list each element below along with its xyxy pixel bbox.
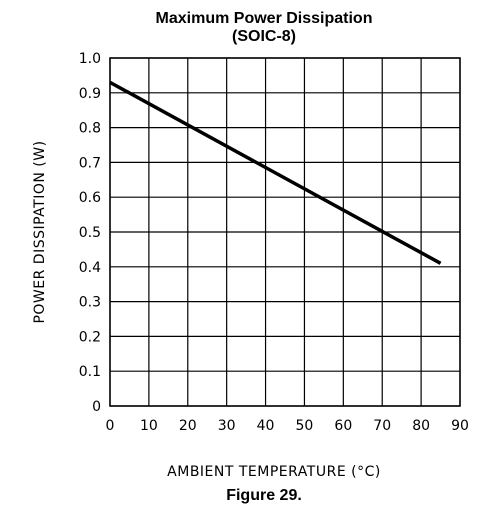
x-tick-label: 60 bbox=[334, 418, 352, 434]
y-tick-label: 1.0 bbox=[79, 51, 101, 67]
x-tick-label: 0 bbox=[106, 418, 115, 434]
y-tick-label: 0 bbox=[92, 399, 101, 415]
y-tick-labels: 0 0.1 0.2 0.3 0.4 0.5 0.6 0.7 0.8 0.9 1.0 bbox=[79, 51, 101, 415]
chart-subtitle: (SOIC-8) bbox=[232, 28, 296, 45]
x-tick-label: 70 bbox=[373, 418, 391, 434]
x-tick-labels: 0 10 20 30 40 50 60 70 80 90 bbox=[106, 418, 469, 434]
series-layer bbox=[109, 80, 442, 265]
y-tick-label: 0.6 bbox=[79, 190, 101, 206]
y-tick-label: 0.5 bbox=[79, 225, 101, 241]
x-tick-label: 20 bbox=[179, 418, 197, 434]
y-tick-label: 0.8 bbox=[79, 121, 101, 137]
figure-caption: Figure 29. bbox=[226, 487, 302, 504]
y-tick-label: 0.4 bbox=[79, 260, 101, 276]
x-tick-label: 10 bbox=[140, 418, 158, 434]
y-tick-label: 0.2 bbox=[79, 329, 101, 345]
x-tick-label: 40 bbox=[257, 418, 275, 434]
y-tick-label: 0.9 bbox=[79, 86, 101, 102]
x-tick-label: 30 bbox=[218, 418, 236, 434]
y-tick-label: 0.1 bbox=[79, 364, 101, 380]
chart-title: Maximum Power Dissipation bbox=[156, 10, 373, 27]
y-tick-label: 0.3 bbox=[79, 295, 101, 311]
x-tick-label: 50 bbox=[296, 418, 314, 434]
y-tick-label: 0.7 bbox=[79, 155, 101, 171]
x-tick-label: 90 bbox=[451, 418, 469, 434]
series-line-0 bbox=[109, 80, 442, 265]
plot-frame bbox=[109, 57, 461, 407]
y-axis-label: POWER DISSIPATION (W) bbox=[32, 140, 48, 323]
x-tick-label: 80 bbox=[412, 418, 430, 434]
x-axis-label: AMBIENT TEMPERATURE (°C) bbox=[167, 464, 381, 480]
